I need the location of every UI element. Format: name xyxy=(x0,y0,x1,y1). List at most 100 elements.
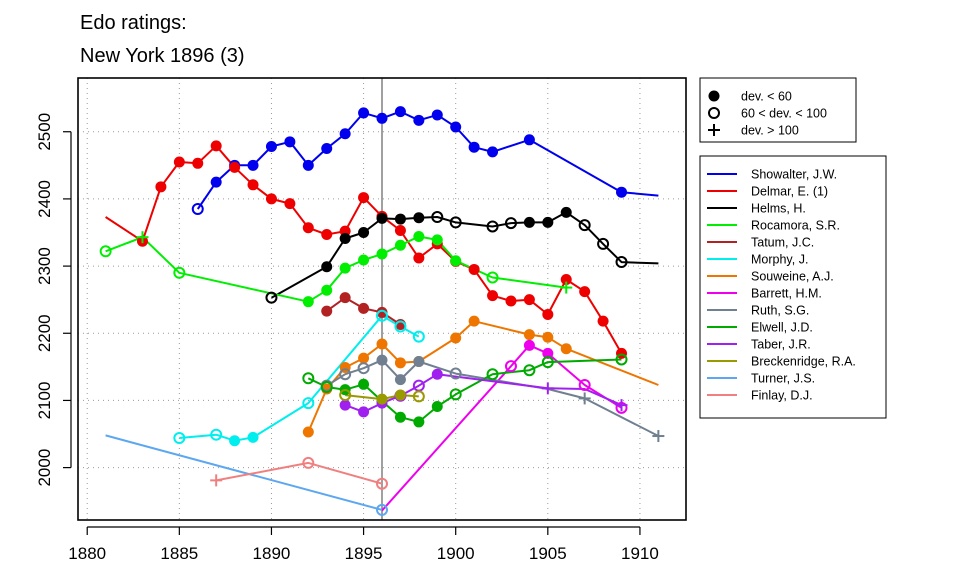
data-point-open xyxy=(357,362,370,375)
data-point-filled xyxy=(376,248,388,260)
data-point-open xyxy=(541,356,554,369)
y-tick-label: 2300 xyxy=(35,247,54,285)
data-point-filled xyxy=(413,355,425,367)
data-point-filled xyxy=(523,294,535,306)
data-point-filled xyxy=(523,134,535,146)
data-point-filled xyxy=(468,263,480,275)
data-point-filled xyxy=(247,159,259,171)
legend-label: Barrett, H.M. xyxy=(751,287,822,301)
data-point-filled xyxy=(376,112,388,124)
data-point-filled xyxy=(210,140,222,152)
data-point-plus xyxy=(560,281,573,294)
data-point-open xyxy=(449,388,462,401)
data-point-filled xyxy=(192,157,204,169)
data-point-filled xyxy=(708,90,720,102)
data-point-filled xyxy=(358,352,370,364)
marker-legend: dev. < 60 60 < dev. < 100 dev. > 100 xyxy=(699,77,857,143)
legend-label: Souweine, A.J. xyxy=(751,270,834,284)
legend-label: Morphy, J. xyxy=(751,253,808,267)
data-point-plus xyxy=(615,399,628,412)
data-point-plus xyxy=(541,382,554,395)
data-point-open xyxy=(376,477,388,490)
data-point-filled xyxy=(542,331,554,343)
data-point-filled xyxy=(358,226,370,238)
data-point-open xyxy=(578,378,591,391)
data-point-filled xyxy=(339,399,351,411)
data-point-filled xyxy=(579,286,591,298)
data-point-filled xyxy=(542,347,554,359)
data-point-open xyxy=(265,291,278,304)
data-point-filled xyxy=(413,114,425,126)
data-point-filled xyxy=(265,193,277,205)
data-point-filled xyxy=(321,305,333,317)
data-point-open xyxy=(578,219,591,232)
data-point-filled xyxy=(247,179,259,191)
data-point-open xyxy=(173,432,186,445)
data-point-open xyxy=(376,309,388,322)
data-point-filled xyxy=(358,406,370,418)
data-point-filled xyxy=(229,161,241,173)
data-point-filled xyxy=(431,109,443,121)
data-point-filled xyxy=(247,431,259,443)
data-point-open xyxy=(449,367,462,380)
data-point-plus xyxy=(136,231,149,244)
data-point-open xyxy=(302,456,315,469)
data-point-filled xyxy=(284,198,296,210)
data-point-open xyxy=(320,380,333,393)
data-point-filled xyxy=(542,308,554,320)
data-point-filled xyxy=(358,302,370,314)
data-point-open xyxy=(191,202,204,215)
data-point-open xyxy=(597,237,610,250)
data-point-filled xyxy=(210,176,222,188)
data-point-filled xyxy=(358,107,370,119)
data-point-filled xyxy=(450,121,462,133)
data-point-filled xyxy=(173,156,185,168)
data-point-open xyxy=(394,320,407,333)
data-point-filled xyxy=(560,274,572,286)
legend-label: Elwell, J.D. xyxy=(751,321,813,335)
data-point-filled xyxy=(339,128,351,140)
legend-label: Taber, J.R. xyxy=(751,338,811,352)
chart-title-line-1: Edo ratings: xyxy=(80,12,187,34)
data-point-filled xyxy=(302,222,314,234)
data-point-open xyxy=(486,220,499,233)
data-point-open xyxy=(302,372,315,385)
data-point-plus xyxy=(708,124,720,136)
data-point-filled xyxy=(394,213,406,225)
data-point-filled xyxy=(505,295,517,307)
data-point-filled xyxy=(413,231,425,243)
data-point-plus xyxy=(210,474,223,487)
plot-frame xyxy=(77,77,687,521)
series-points xyxy=(99,106,665,516)
y-tick-label: 2400 xyxy=(35,180,54,218)
data-point-filled xyxy=(450,332,462,344)
data-point-filled xyxy=(265,141,277,153)
marker-legend-label: dev. < 60 xyxy=(741,90,792,104)
legend-label: Breckenridge, R.A. xyxy=(751,355,856,369)
series-line xyxy=(216,461,383,485)
data-point-filled xyxy=(616,186,628,198)
data-point-filled xyxy=(431,234,443,246)
data-point-open xyxy=(302,397,315,410)
series-line xyxy=(307,358,622,423)
data-point-filled xyxy=(302,159,314,171)
series-legend-box xyxy=(699,155,887,419)
data-point-open xyxy=(412,330,425,343)
x-tick-label: 1890 xyxy=(253,544,291,563)
data-point-filled xyxy=(376,338,388,350)
legend-label: Rocamora, S.R. xyxy=(751,219,840,233)
data-point-filled xyxy=(376,306,388,318)
data-point-filled xyxy=(413,212,425,224)
data-point-filled xyxy=(321,284,333,296)
data-point-filled xyxy=(284,136,296,148)
legend-label: Delmar, E. (1) xyxy=(751,185,828,199)
data-point-filled xyxy=(450,255,462,267)
data-point-filled xyxy=(358,254,370,266)
data-point-filled xyxy=(376,212,388,224)
x-tick-label: 1905 xyxy=(529,544,567,563)
legend-label: Tatum, J.C. xyxy=(751,236,814,250)
data-point-open xyxy=(449,216,462,229)
data-point-open xyxy=(210,428,223,441)
data-point-filled xyxy=(394,224,406,236)
